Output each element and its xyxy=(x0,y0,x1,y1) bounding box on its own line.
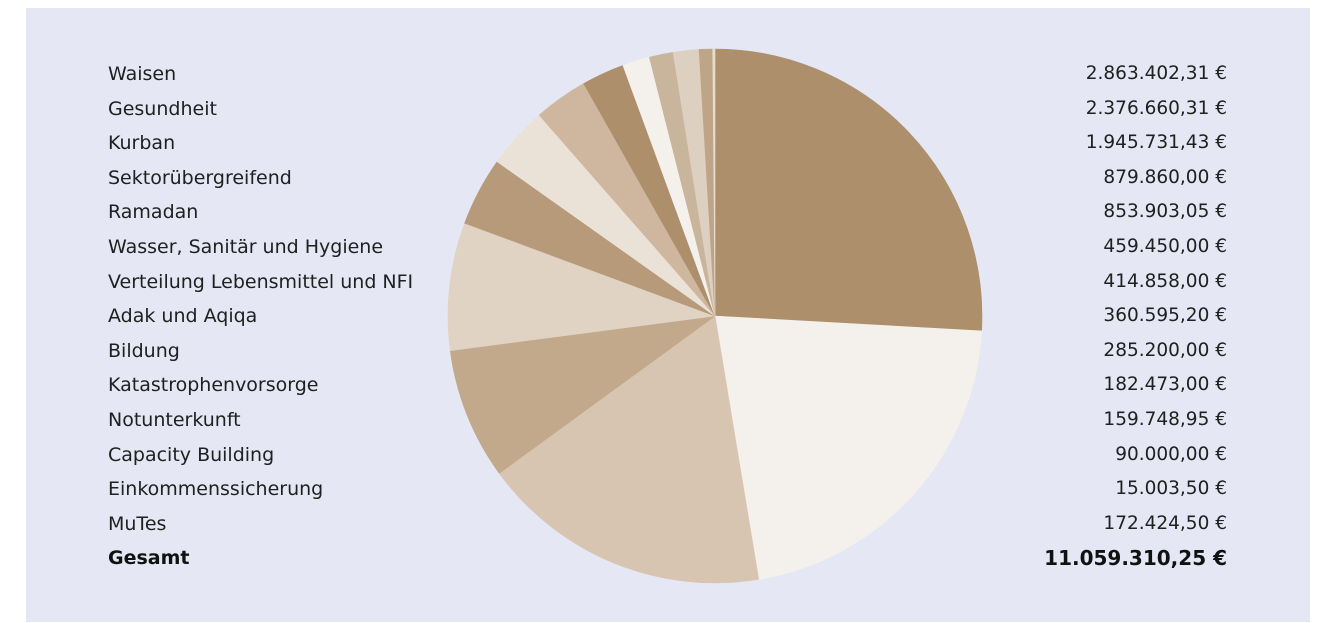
category-value: 285.200,00 € xyxy=(1103,339,1227,361)
category-label: Kurban xyxy=(108,132,176,155)
category-value: 360.595,20 € xyxy=(1103,305,1227,327)
pie-slice xyxy=(714,48,983,332)
category-value: 1.945.731,43 € xyxy=(1085,132,1227,154)
category-value: 2.376.660,31 € xyxy=(1085,97,1227,119)
category-value: 90.000,00 € xyxy=(1115,443,1227,465)
category-label: Ramadan xyxy=(108,201,199,224)
category-value: 853.903,05 € xyxy=(1103,201,1227,223)
category-label: Waisen xyxy=(108,63,177,85)
category-label: Bildung xyxy=(108,339,180,362)
category-label: Einkommenssicherung xyxy=(108,478,324,501)
total-label: Gesamt xyxy=(108,547,190,570)
category-label: Sektorübergreifend xyxy=(108,166,292,189)
pie-slice xyxy=(714,315,982,580)
total-value: 11.059.310,25 € xyxy=(1044,546,1227,571)
category-value: 414.858,00 € xyxy=(1103,270,1227,292)
category-label: Adak und Aqiqa xyxy=(108,305,258,328)
pie-slice xyxy=(712,48,716,317)
pie-slice xyxy=(498,315,760,584)
pie-chart xyxy=(447,48,983,584)
category-value: 182.473,00 € xyxy=(1103,374,1227,396)
category-label: Capacity Building xyxy=(108,443,275,466)
pie-slice xyxy=(449,315,716,474)
category-value: 2.863.402,31 € xyxy=(1085,63,1227,84)
category-label: Notunterkunft xyxy=(108,408,241,431)
pie-slice xyxy=(447,222,716,351)
category-value: 15.003,50 € xyxy=(1115,478,1227,500)
category-label: Wasser, Sanitär und Hygiene xyxy=(108,235,384,258)
category-label-list: Waisen Gesundheit Kurban Sektorübergreifend… xyxy=(108,61,413,580)
category-label: MuTes xyxy=(108,512,167,535)
category-value: 159.748,95 € xyxy=(1103,408,1227,430)
category-label: Verteilung Lebensmittel und NFI xyxy=(108,270,414,293)
category-label: Gesundheit xyxy=(108,97,217,120)
category-label: Katastrophenvorsorge xyxy=(108,374,319,397)
category-value: 172.424,50 € xyxy=(1103,512,1227,534)
category-value: 459.450,00 € xyxy=(1103,235,1227,257)
category-value-list: 2.863.402,31 € 2.376.660,31 € 1.945.731,43… xyxy=(1044,61,1227,580)
category-value: 879.860,00 € xyxy=(1103,166,1227,188)
